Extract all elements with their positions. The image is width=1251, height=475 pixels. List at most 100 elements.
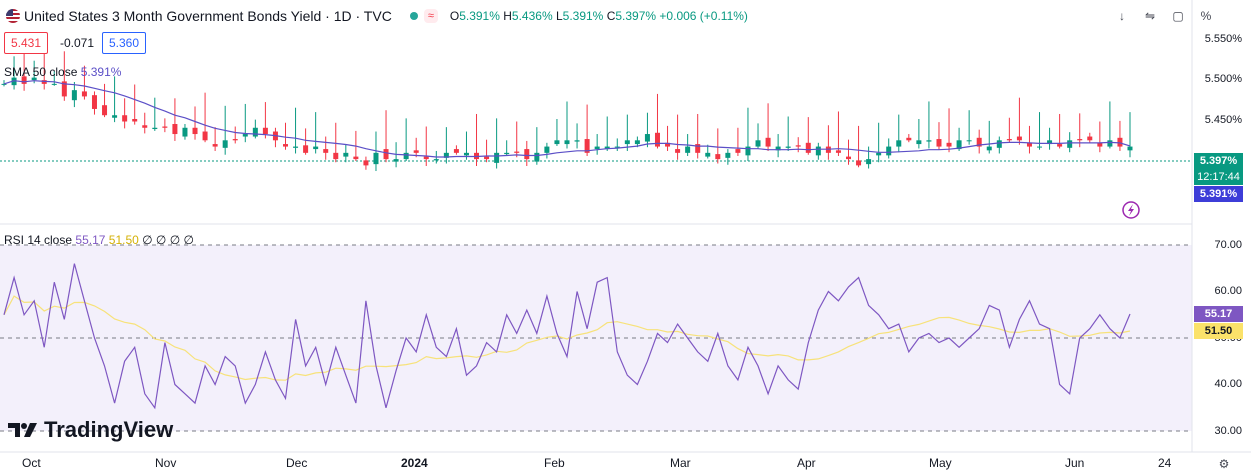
candle-body [755, 140, 761, 147]
candle-body [715, 154, 721, 160]
candle-body [1087, 136, 1093, 141]
candle-body [785, 146, 791, 148]
candle-body [373, 152, 379, 165]
candle-body [916, 140, 922, 145]
candle-body [544, 146, 550, 153]
sell-button[interactable]: 5.431 [4, 32, 49, 54]
rsi-tick: 40.00 [1214, 378, 1242, 390]
candle-body [353, 156, 359, 160]
candle-body [61, 81, 67, 97]
candle-body [1097, 142, 1103, 147]
alert-bolt [1128, 204, 1134, 216]
candle-body [1006, 139, 1012, 141]
time-tick: Feb [544, 456, 565, 470]
candle-body [343, 152, 349, 157]
scroll-down-icon[interactable]: ↓ [1119, 9, 1125, 23]
us-flag-icon [6, 9, 20, 23]
candle-body [393, 159, 399, 162]
time-tick: Oct [22, 456, 41, 470]
candle-body [896, 140, 902, 147]
time-tick: Mar [670, 456, 691, 470]
candle-body [453, 149, 459, 153]
candle-body [554, 140, 560, 145]
settings-gear-icon[interactable]: ⚙ [1218, 457, 1230, 471]
candle-body [584, 139, 590, 153]
candle-body [886, 146, 892, 156]
candle-body [132, 118, 138, 122]
brand-name: TradingView [44, 417, 174, 442]
candle-body [644, 134, 650, 142]
sma-price-badge: 5.391% [1194, 186, 1243, 202]
candle-body [363, 160, 369, 166]
candle-body [946, 142, 952, 147]
countdown-badge: 12:17:44 [1194, 169, 1243, 185]
sma-legend-value: 5.391% [80, 65, 122, 79]
candle-body [232, 139, 238, 141]
candle-body [866, 159, 872, 165]
price-tick: 5.450% [1204, 114, 1242, 126]
low-key: L [555, 9, 563, 23]
candle-body [1016, 136, 1022, 141]
candle-body [21, 76, 27, 84]
candle-body [313, 146, 319, 150]
candle-body [112, 115, 118, 118]
candle-body [51, 83, 57, 85]
rsi-tick: 30.00 [1214, 425, 1242, 437]
candle-body [574, 140, 580, 142]
candle-body [152, 127, 158, 130]
rsi-legend[interactable]: RSI 14 close 55.17 51.50 ∅ ∅ ∅ ∅ [4, 233, 194, 247]
candle-body [996, 140, 1002, 148]
candle-body [1057, 144, 1063, 147]
candle-body [202, 131, 208, 141]
candle-body [413, 150, 419, 153]
candle-body [463, 152, 469, 156]
symbol-title[interactable]: United States 3 Month Government Bonds Y… [24, 8, 392, 24]
candle-body [1, 83, 7, 85]
candle-body [815, 146, 821, 156]
candle-body [765, 137, 771, 147]
candle-body [705, 152, 711, 157]
candle-body [494, 152, 500, 163]
candle-body [795, 145, 801, 147]
candle-body [966, 140, 972, 142]
candle-body [484, 156, 490, 160]
tradingview-logo[interactable]: TradingView [8, 417, 173, 443]
candle-body [654, 132, 660, 147]
sma-legend[interactable]: SMA 50 close 5.391% [4, 65, 121, 79]
rsi-ma-line [3, 295, 1131, 381]
rsi-legend-extras: ∅ ∅ ∅ ∅ [142, 233, 194, 247]
tradingview-logo-icon [8, 423, 37, 437]
buy-button[interactable]: 5.360 [102, 32, 147, 54]
candle-body [102, 105, 108, 116]
price-tick: 5.500% [1204, 73, 1242, 85]
candle-body [634, 140, 640, 145]
candle-body [333, 152, 339, 160]
percent-toggle[interactable]: % [1200, 9, 1212, 23]
collapse-icon[interactable]: ⇋ [1144, 9, 1156, 23]
last-price-badge: 5.397% [1194, 153, 1243, 169]
rsi-legend-value: 55.17 [75, 233, 106, 247]
candle-body [685, 146, 691, 153]
rsi-tick: 60.00 [1214, 285, 1242, 297]
time-tick: Apr [797, 456, 816, 470]
candle-body [1117, 137, 1123, 147]
candle-body [222, 140, 228, 148]
candle-body [303, 145, 309, 153]
high-key: H [503, 9, 512, 23]
candle-body [856, 160, 862, 166]
candle-body [1107, 140, 1113, 147]
candle-body [514, 151, 520, 153]
rsi-tick: 70.00 [1214, 239, 1242, 251]
candle-body [675, 149, 681, 153]
candle-body [775, 146, 781, 151]
candle-body [594, 146, 600, 150]
close-key: C [606, 9, 616, 23]
fullscreen-icon[interactable]: ▢ [1172, 9, 1184, 23]
market-status-badge[interactable]: ≈ [423, 9, 438, 23]
time-tick: Dec [286, 456, 308, 470]
candle-body [41, 80, 47, 84]
candle-body [91, 95, 97, 109]
time-tick: Nov [155, 456, 177, 470]
candle-body [1067, 140, 1073, 148]
